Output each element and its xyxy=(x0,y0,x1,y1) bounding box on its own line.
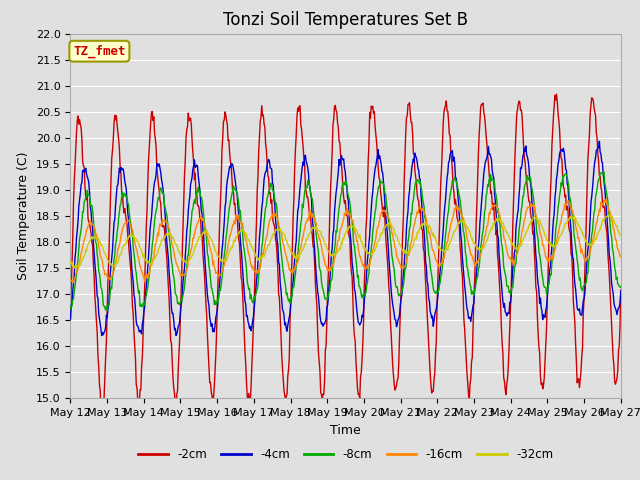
X-axis label: Time: Time xyxy=(330,424,361,437)
Text: TZ_fmet: TZ_fmet xyxy=(73,45,125,58)
Title: Tonzi Soil Temperatures Set B: Tonzi Soil Temperatures Set B xyxy=(223,11,468,29)
Legend: -2cm, -4cm, -8cm, -16cm, -32cm: -2cm, -4cm, -8cm, -16cm, -32cm xyxy=(133,443,558,466)
Y-axis label: Soil Temperature (C): Soil Temperature (C) xyxy=(17,152,30,280)
